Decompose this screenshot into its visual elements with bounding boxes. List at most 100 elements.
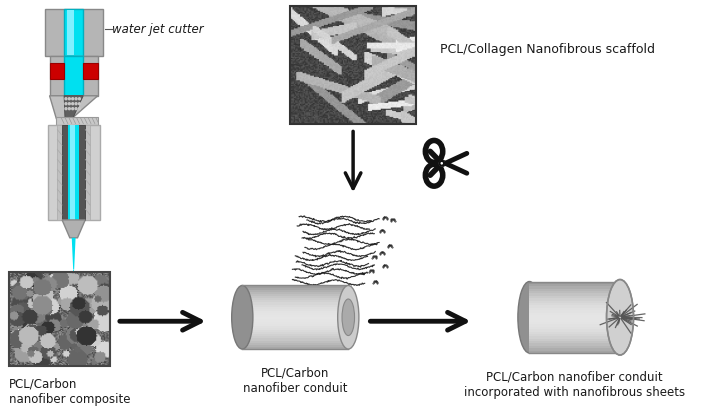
Polygon shape bbox=[57, 125, 90, 220]
Polygon shape bbox=[530, 281, 620, 284]
Polygon shape bbox=[242, 315, 348, 317]
Polygon shape bbox=[530, 308, 620, 310]
Ellipse shape bbox=[518, 281, 541, 353]
Polygon shape bbox=[62, 125, 85, 220]
Polygon shape bbox=[242, 300, 348, 302]
Polygon shape bbox=[47, 125, 100, 220]
Ellipse shape bbox=[232, 286, 253, 349]
Circle shape bbox=[69, 103, 70, 105]
Polygon shape bbox=[530, 324, 620, 327]
Polygon shape bbox=[530, 310, 620, 312]
Polygon shape bbox=[530, 305, 620, 308]
Polygon shape bbox=[242, 330, 348, 332]
Polygon shape bbox=[530, 320, 620, 322]
Polygon shape bbox=[70, 125, 74, 220]
Circle shape bbox=[69, 108, 70, 110]
Polygon shape bbox=[242, 328, 348, 330]
Polygon shape bbox=[530, 303, 620, 305]
Polygon shape bbox=[67, 10, 74, 55]
Polygon shape bbox=[242, 302, 348, 304]
Polygon shape bbox=[68, 125, 79, 220]
Polygon shape bbox=[242, 347, 348, 349]
Polygon shape bbox=[84, 63, 98, 79]
Text: PCL/Carbon
nanofiber composite: PCL/Carbon nanofiber composite bbox=[9, 378, 130, 406]
Polygon shape bbox=[73, 294, 74, 297]
Circle shape bbox=[72, 103, 74, 105]
Polygon shape bbox=[530, 291, 620, 294]
Polygon shape bbox=[242, 311, 348, 313]
Polygon shape bbox=[62, 220, 85, 238]
Polygon shape bbox=[530, 344, 620, 346]
Circle shape bbox=[75, 98, 77, 100]
Polygon shape bbox=[530, 322, 620, 324]
Polygon shape bbox=[73, 284, 74, 287]
Polygon shape bbox=[530, 294, 620, 296]
Circle shape bbox=[75, 108, 77, 110]
Polygon shape bbox=[530, 334, 620, 337]
Circle shape bbox=[440, 161, 444, 166]
Polygon shape bbox=[73, 274, 74, 278]
Polygon shape bbox=[530, 329, 620, 332]
Polygon shape bbox=[50, 96, 98, 118]
Polygon shape bbox=[242, 296, 348, 298]
Polygon shape bbox=[50, 56, 98, 96]
Polygon shape bbox=[72, 238, 76, 269]
Polygon shape bbox=[242, 317, 348, 319]
Polygon shape bbox=[242, 339, 348, 341]
Polygon shape bbox=[242, 292, 348, 294]
Polygon shape bbox=[530, 337, 620, 339]
Polygon shape bbox=[64, 56, 84, 96]
Polygon shape bbox=[530, 289, 620, 291]
Polygon shape bbox=[530, 346, 620, 348]
Circle shape bbox=[72, 98, 74, 100]
Circle shape bbox=[79, 98, 81, 100]
Polygon shape bbox=[242, 304, 348, 306]
Polygon shape bbox=[242, 341, 348, 343]
Polygon shape bbox=[73, 289, 74, 292]
Polygon shape bbox=[530, 339, 620, 341]
Circle shape bbox=[75, 103, 77, 105]
Ellipse shape bbox=[338, 286, 359, 349]
Polygon shape bbox=[242, 324, 348, 326]
Circle shape bbox=[65, 103, 67, 105]
Polygon shape bbox=[242, 286, 348, 288]
Polygon shape bbox=[242, 337, 348, 339]
Polygon shape bbox=[530, 351, 620, 353]
Text: PCL/Carbon nanofiber conduit
incorporated with nanofibrous sheets: PCL/Carbon nanofiber conduit incorporate… bbox=[464, 371, 685, 399]
Circle shape bbox=[79, 103, 81, 105]
Polygon shape bbox=[530, 341, 620, 344]
Circle shape bbox=[79, 108, 81, 110]
Text: PCL/Collagen Nanofibrous scaffold: PCL/Collagen Nanofibrous scaffold bbox=[440, 43, 655, 55]
Polygon shape bbox=[242, 322, 348, 324]
Polygon shape bbox=[530, 298, 620, 301]
Polygon shape bbox=[242, 345, 348, 347]
Ellipse shape bbox=[607, 279, 634, 355]
Polygon shape bbox=[57, 117, 98, 125]
Polygon shape bbox=[73, 269, 74, 273]
Polygon shape bbox=[242, 343, 348, 345]
Polygon shape bbox=[242, 288, 348, 290]
Polygon shape bbox=[530, 284, 620, 286]
Polygon shape bbox=[530, 286, 620, 289]
Circle shape bbox=[65, 98, 67, 100]
Polygon shape bbox=[530, 315, 620, 317]
Polygon shape bbox=[242, 290, 348, 292]
Text: PCL/Carbon
nanofiber conduit: PCL/Carbon nanofiber conduit bbox=[243, 367, 348, 395]
Polygon shape bbox=[73, 279, 74, 282]
Polygon shape bbox=[530, 348, 620, 351]
Circle shape bbox=[69, 98, 70, 100]
Polygon shape bbox=[242, 326, 348, 328]
Polygon shape bbox=[242, 306, 348, 309]
Polygon shape bbox=[242, 298, 348, 300]
Text: water jet cutter: water jet cutter bbox=[112, 23, 204, 36]
Polygon shape bbox=[530, 327, 620, 329]
Polygon shape bbox=[530, 312, 620, 315]
Polygon shape bbox=[64, 9, 84, 56]
Polygon shape bbox=[242, 294, 348, 296]
Polygon shape bbox=[530, 332, 620, 334]
Polygon shape bbox=[242, 319, 348, 322]
Polygon shape bbox=[530, 296, 620, 298]
Polygon shape bbox=[45, 9, 103, 56]
Ellipse shape bbox=[342, 299, 355, 336]
Polygon shape bbox=[530, 317, 620, 320]
